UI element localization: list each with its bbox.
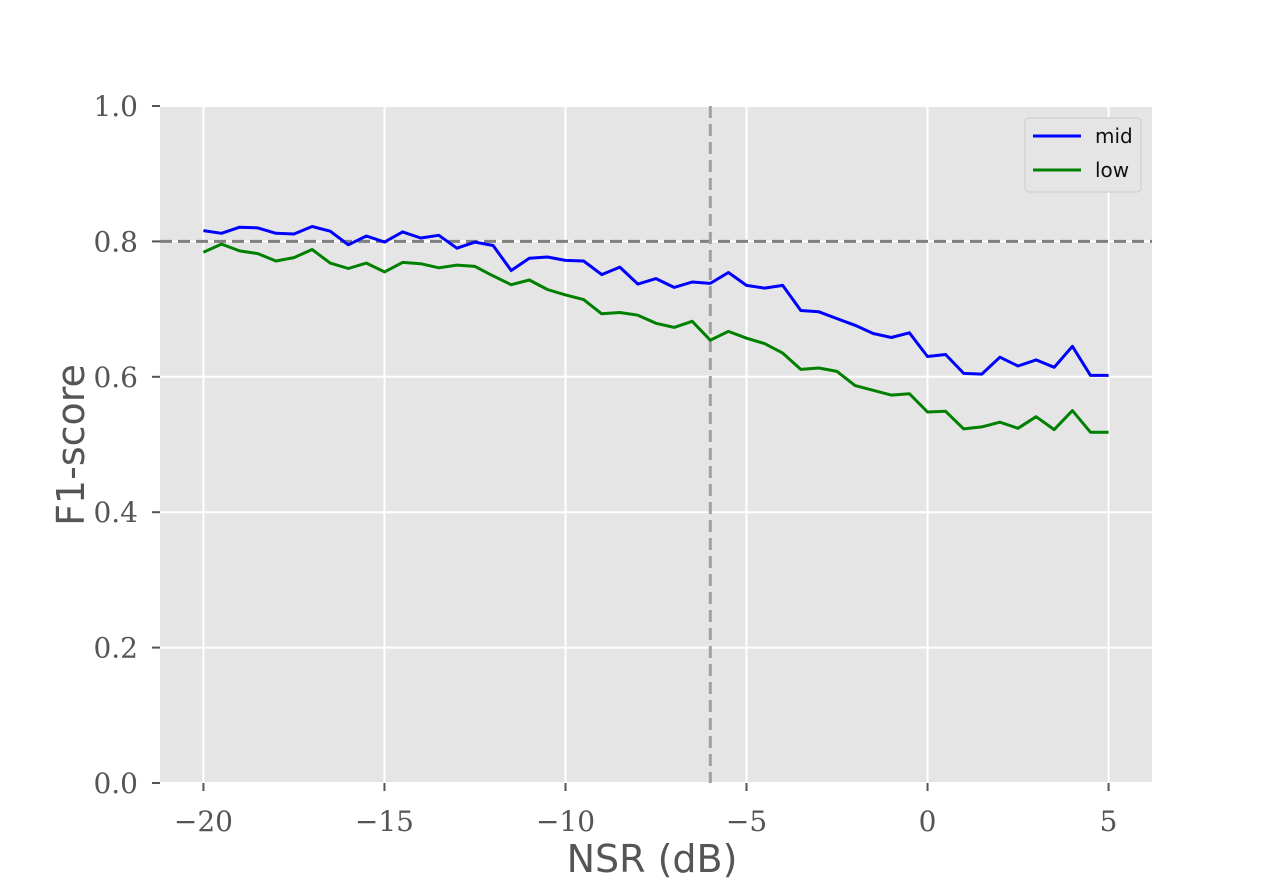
legend-label-mid: mid bbox=[1095, 124, 1133, 148]
series-line-low bbox=[202, 242, 1109, 434]
y-axis-label: F1-score bbox=[49, 364, 93, 526]
plot-background bbox=[160, 106, 1152, 783]
x-tick-label: 5 bbox=[1100, 805, 1118, 838]
y-tick-label: 1.0 bbox=[93, 90, 138, 123]
legend-label-low: low bbox=[1095, 158, 1129, 182]
x-tick-label: −20 bbox=[174, 805, 233, 838]
tick-labels: −20 −15 −10 −5 0 5 0.0 0.2 0.4 0.6 0.8 1.0 bbox=[93, 90, 1117, 838]
y-tick-label: 0.4 bbox=[93, 496, 138, 529]
legend: mid low bbox=[1024, 117, 1142, 193]
x-tick-label: −10 bbox=[536, 805, 595, 838]
x-axis-label: NSR (dB) bbox=[567, 837, 738, 880]
x-tick-label: −5 bbox=[726, 805, 767, 838]
series-lines bbox=[202, 225, 1109, 434]
y-tick-label: 0.6 bbox=[93, 361, 138, 394]
x-tick-label: 0 bbox=[919, 805, 937, 838]
y-tick-label: 0.0 bbox=[93, 767, 138, 800]
y-tick-label: 0.2 bbox=[93, 632, 138, 665]
reference-lines bbox=[160, 106, 1152, 783]
x-tick-label: −15 bbox=[355, 805, 414, 838]
y-tick-label: 0.8 bbox=[93, 225, 138, 258]
series-line-mid bbox=[203, 225, 1109, 377]
axis-ticks bbox=[152, 105, 1110, 791]
